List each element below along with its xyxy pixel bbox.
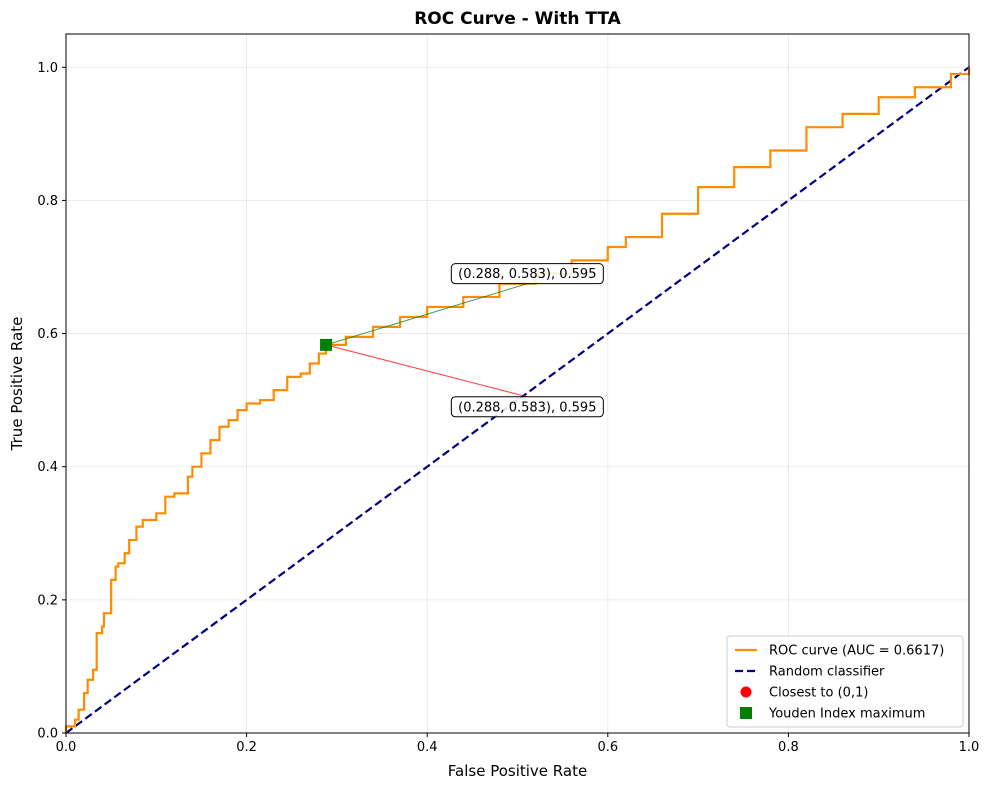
legend-entry: ROC curve (AUC = 0.6617) [735, 644, 944, 659]
legend-label: ROC curve (AUC = 0.6617) [769, 644, 944, 659]
annotation-arrow [325, 283, 528, 346]
annotation-box [450, 396, 604, 418]
y-tick-label: 0.6 [37, 327, 58, 342]
legend-label: Youden Index maximum [768, 707, 925, 722]
random-classifier-line [65, 66, 970, 734]
x-tick-label: 0.4 [417, 740, 438, 755]
plot-frame [65, 33, 970, 734]
roc-curve-line [64, 67, 971, 733]
y-tick-label: 0.2 [37, 593, 58, 608]
annotation: (0.288, 0.583), 0.595 [325, 263, 604, 346]
ticks-layer: 0.0 0.2 0.4 0.6 0.8 1.0 0.0 0.2 0.4 0.6 0.8 1.0 [37, 61, 979, 755]
annotation-label: (0.288, 0.583), 0.595 [458, 400, 596, 415]
legend-square-swatch [740, 707, 752, 719]
x-tick-label: 0.2 [236, 740, 257, 755]
grid [65, 34, 970, 734]
y-tick-label: 0.8 [37, 194, 58, 209]
legend-box [726, 635, 964, 728]
annotations-layer: (0.288, 0.583), 0.595 (0.288, 0.583), 0.5… [325, 263, 604, 418]
x-tick-label: 0.0 [56, 740, 77, 755]
youden-point-marker [320, 338, 333, 351]
x-tick-label: 1.0 [959, 740, 980, 755]
x-tick-label: 0.6 [597, 740, 618, 755]
y-tick-label: 0.0 [37, 727, 58, 742]
series-layer [64, 66, 971, 734]
annotation-arrow [325, 344, 528, 398]
legend-entry: Random classifier [735, 665, 885, 680]
y-axis-label: True Positive Rate [8, 317, 26, 452]
x-axis-label: False Positive Rate [448, 762, 587, 780]
legend-circle-swatch [740, 686, 752, 698]
y-tick-label: 0.4 [37, 460, 58, 475]
legend: ROC curve (AUC = 0.6617) Random classifie… [726, 635, 964, 728]
legend-label: Random classifier [769, 665, 885, 680]
annotation-box [450, 263, 604, 285]
annotation-label: (0.288, 0.583), 0.595 [458, 267, 596, 282]
annotation: (0.288, 0.583), 0.595 [325, 344, 604, 418]
legend-entry: Youden Index maximum [740, 707, 925, 722]
y-tick-label: 1.0 [37, 61, 58, 76]
legend-entry: Closest to (0,1) [740, 686, 868, 701]
markers-layer [320, 338, 333, 351]
x-tick-label: 0.8 [778, 740, 799, 755]
legend-label: Closest to (0,1) [769, 686, 868, 701]
chart-title: ROC Curve - With TTA [414, 9, 621, 29]
